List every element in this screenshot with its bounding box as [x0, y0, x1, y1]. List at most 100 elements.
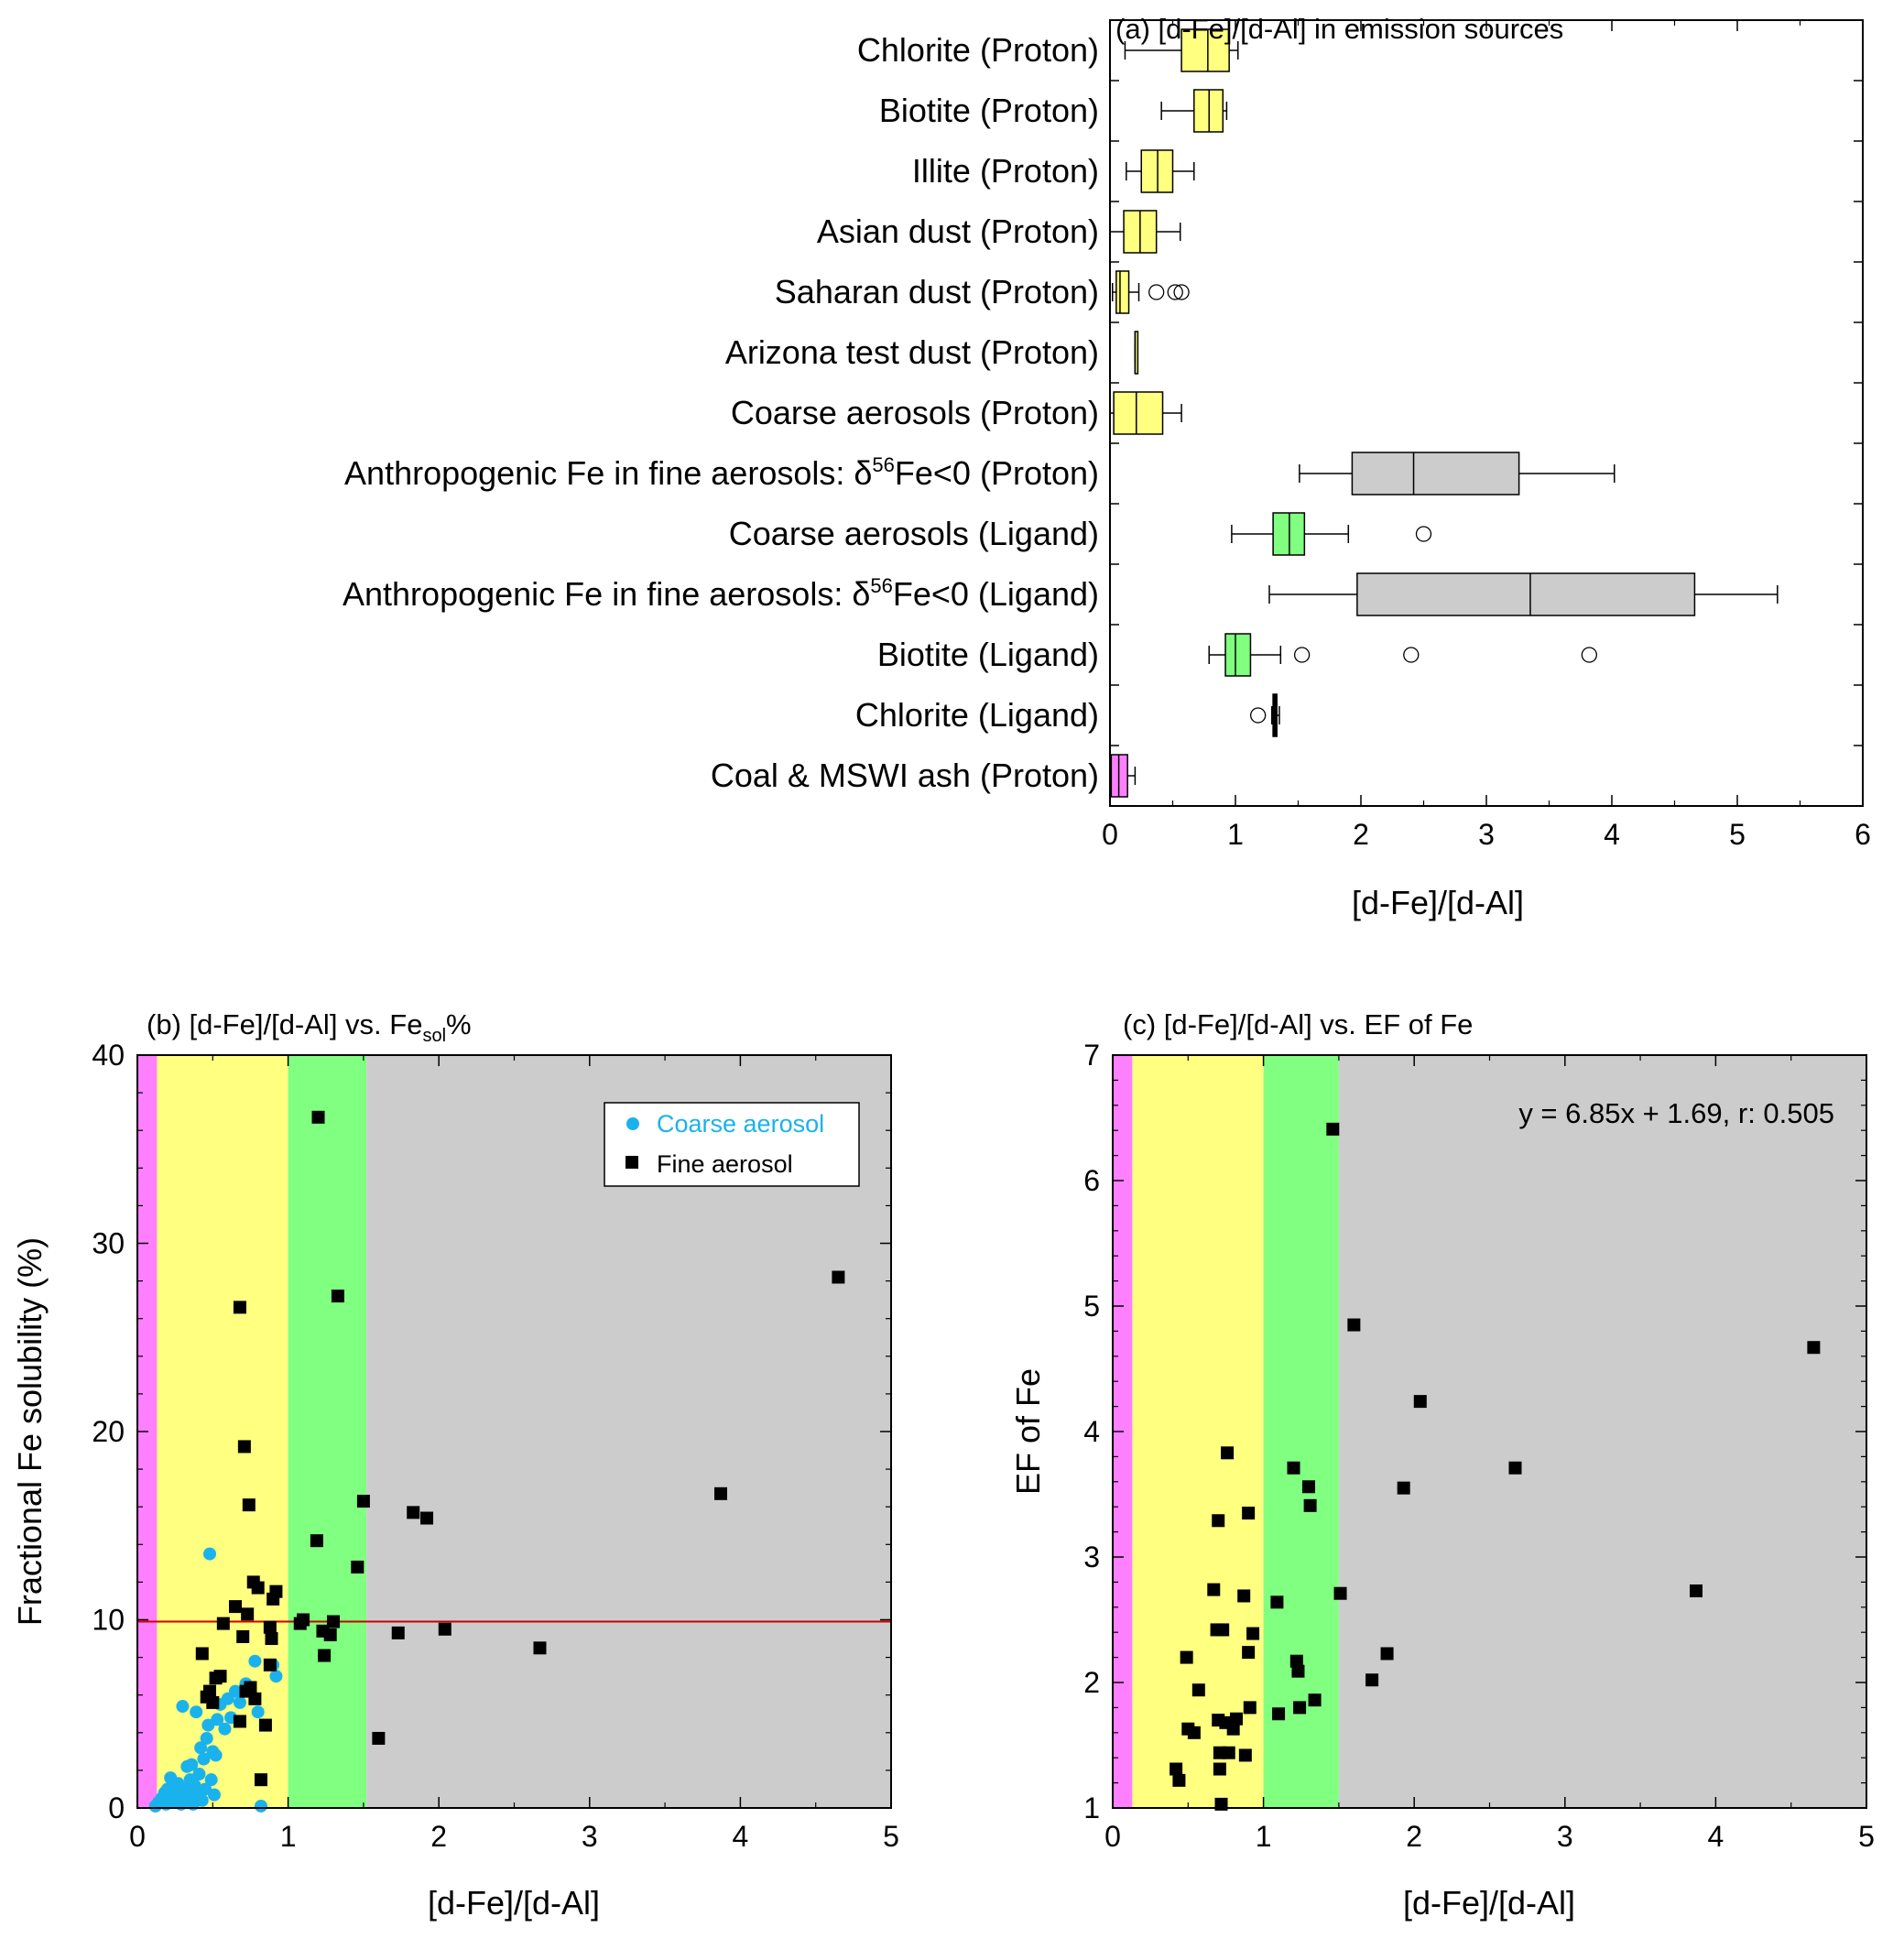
data-point — [233, 1301, 246, 1314]
data-point — [1287, 1461, 1300, 1475]
data-point — [263, 1658, 277, 1671]
data-point — [204, 1773, 218, 1787]
y-tick-label: 1 — [1083, 1791, 1100, 1824]
panel-b-xlabel: [d-Fe]/[d-Al] — [428, 1884, 600, 1922]
y-tick-label: 2 — [1083, 1666, 1100, 1699]
box-row-7 — [1299, 452, 1616, 495]
box-iqr — [1224, 633, 1252, 677]
data-point — [194, 1741, 208, 1755]
region-band — [1132, 1055, 1264, 1808]
data-point — [192, 1768, 206, 1781]
x-tick-label: 4 — [1708, 1820, 1724, 1853]
panel-a-xlabel: [d-Fe]/[d-Al] — [1352, 884, 1524, 921]
data-point — [1180, 1650, 1193, 1664]
data-point — [244, 1681, 257, 1694]
series-fine — [195, 1110, 845, 1787]
data-point — [241, 1607, 255, 1621]
panel-b-legend: Coarse aerosol Fine aerosol — [604, 1102, 860, 1187]
category-label: Biotite (Proton) — [879, 92, 1099, 129]
panel-b-scatter: 0 1 2 3 4 5 0 10 20 30 40 (b) [d-Fe]/[d-Al] vs. Fe… — [11, 1008, 899, 1922]
data-point — [216, 1617, 230, 1630]
data-point — [203, 1684, 217, 1698]
category-label: Illite (Proton) — [912, 152, 1099, 190]
category-label-superscript: 56 — [872, 453, 894, 476]
data-point — [1326, 1122, 1340, 1136]
y-tick-label: 10 — [92, 1604, 125, 1637]
panel-a-category-labels: Chlorite (Proton) Biotite (Proton) Illite … — [343, 31, 1099, 794]
category-label-main: Anthropogenic Fe in fine aerosols: δ — [343, 575, 870, 613]
data-point — [237, 1440, 251, 1454]
data-point — [1333, 1586, 1347, 1600]
data-point — [236, 1629, 250, 1643]
category-label: Asian dust (Proton) — [817, 212, 1099, 250]
data-point — [188, 1779, 201, 1792]
data-point — [254, 1773, 267, 1787]
panel-c-ylabel: EF of Fe — [1009, 1368, 1047, 1495]
data-point — [258, 1718, 272, 1732]
panel-b-ticks: 0 1 2 3 4 5 0 10 20 30 40 — [92, 1039, 898, 1853]
panel-a-boxes — [1109, 28, 1779, 798]
outlier-point — [1403, 647, 1420, 663]
data-point — [1690, 1584, 1703, 1597]
category-label-suffix: Fe<0 (Ligand) — [893, 575, 1099, 613]
panel-a-frame — [1109, 19, 1864, 807]
data-point — [323, 1628, 337, 1641]
data-point — [1303, 1498, 1317, 1512]
category-label-superscript: 56 — [870, 574, 892, 597]
box-row-2 — [1126, 149, 1195, 193]
y-tick-label: 40 — [92, 1039, 125, 1072]
category-label-suffix: Fe<0 (Proton) — [895, 454, 1099, 492]
data-point — [1380, 1647, 1394, 1661]
box-row-5 — [1134, 331, 1139, 375]
x-tick-label: 3 — [1478, 818, 1495, 851]
x-tick-label: 3 — [582, 1820, 598, 1853]
data-point — [438, 1622, 451, 1636]
outlier-point — [1250, 707, 1267, 724]
box-row-8 — [1231, 512, 1432, 556]
data-point — [228, 1684, 242, 1698]
panel-b-title-main: (b) [d-Fe]/[d-Al] vs. Fe — [147, 1008, 422, 1040]
y-tick-label: 30 — [92, 1227, 125, 1260]
data-point — [372, 1731, 386, 1745]
x-tick-label: 3 — [1557, 1820, 1573, 1853]
data-point — [200, 1731, 213, 1745]
data-point — [195, 1793, 209, 1807]
outlier-point — [1293, 647, 1311, 663]
x-tick-label: 5 — [883, 1820, 899, 1853]
data-point — [254, 1799, 267, 1813]
data-point — [533, 1641, 547, 1655]
x-tick-label: 2 — [1406, 1820, 1422, 1853]
data-point — [203, 1547, 217, 1561]
panel-b-title-suffix: % — [446, 1008, 472, 1040]
panel-b-points — [137, 1110, 891, 1813]
data-point — [1413, 1395, 1427, 1409]
x-tick-label: 4 — [1604, 818, 1620, 851]
box-row-4 — [1111, 270, 1190, 314]
data-point — [233, 1715, 246, 1728]
data-point — [251, 1705, 265, 1719]
panel-b-title: (b) [d-Fe]/[d-Al] vs. Fesol% — [147, 1008, 472, 1046]
x-tick-label: 6 — [1855, 818, 1871, 851]
data-point — [331, 1290, 344, 1303]
data-point — [269, 1584, 283, 1598]
data-point — [242, 1498, 256, 1512]
data-point — [1308, 1693, 1322, 1707]
data-point — [1207, 1583, 1221, 1596]
data-point — [1216, 1623, 1230, 1637]
data-point — [1242, 1507, 1256, 1520]
data-point — [1212, 1514, 1225, 1528]
x-tick-label: 5 — [1858, 1820, 1875, 1853]
data-point — [197, 1752, 211, 1766]
region-band — [157, 1055, 288, 1808]
x-tick-label: 0 — [1102, 818, 1118, 851]
legend-coarse-label: Coarse aerosol — [657, 1110, 824, 1138]
data-point — [269, 1670, 283, 1683]
outlier-point — [1173, 284, 1190, 300]
data-point — [1238, 1748, 1252, 1762]
data-point — [1191, 1683, 1205, 1697]
data-point — [1397, 1481, 1410, 1495]
legend-fine-label: Fine aerosol — [657, 1150, 793, 1178]
data-point — [1508, 1461, 1522, 1475]
